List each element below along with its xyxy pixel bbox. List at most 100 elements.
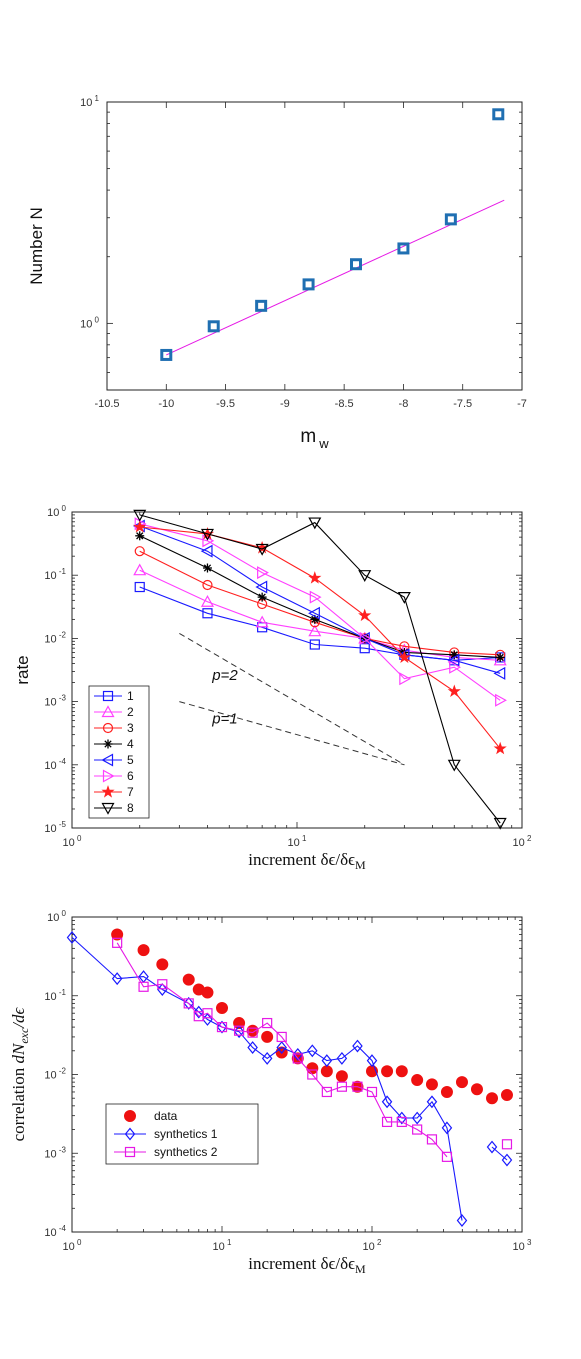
data-point [425,1078,438,1091]
data-point [202,1008,213,1019]
data-point [336,1081,348,1092]
legend-marker [101,802,115,815]
minor-ticks [71,917,522,1233]
data-point [501,1139,513,1150]
data-point [501,1153,513,1167]
legend-marker [101,785,115,798]
series-7 [133,520,507,755]
data-point [262,1017,273,1029]
legend-label: 3 [127,721,134,735]
legend-label: 5 [127,753,134,767]
data-point [358,608,372,622]
data-point [255,580,268,594]
data-point [133,520,147,533]
y-tick-label: 10 -2 [44,1067,66,1082]
data-point [335,1070,348,1083]
series-synthetics-2-tail [501,1139,513,1150]
data-point [359,643,370,654]
data-point [133,509,147,522]
y-tick-label: 10 0 [80,315,99,330]
data-point [255,615,269,628]
data-point [321,1054,333,1068]
data-point [440,1085,453,1098]
y-tick-label: 10 -4 [44,1224,66,1239]
data-point [381,1095,393,1109]
data-point [257,592,267,602]
data-point [200,595,214,607]
data-point [411,1074,424,1087]
x-tick-label: 10 0 [63,1238,82,1253]
data-point [201,986,214,999]
data-point [133,563,147,576]
data-point [216,1021,228,1033]
data-point [112,937,123,948]
data-point [247,1027,258,1038]
data-point [412,1124,423,1135]
x-axis-label: increment δϵ/δϵM [248,850,366,872]
data-point [352,1081,363,1092]
legend-label: 4 [127,737,134,751]
chart3-axes [71,916,523,1233]
chart1-axes [106,101,523,391]
data-point [134,546,145,557]
data-point [207,320,220,333]
data-point [216,1020,228,1034]
data-point [216,1001,228,1014]
y-tick-label: 10 -5 [44,820,66,835]
data-point [255,299,268,312]
data-point [202,579,213,591]
x-tick-label: 10 1 [288,834,307,849]
data-point [500,1088,513,1101]
legend-marker [124,1127,136,1141]
data-point [359,631,372,645]
data-point [261,1051,273,1065]
fit-line [166,199,505,356]
data-point [156,958,169,971]
legend-label: synthetics 2 [154,1145,218,1159]
series-data [111,928,513,1105]
data-point [426,1095,438,1109]
data-point [444,213,457,226]
data-point [66,930,78,944]
data-point [441,1121,453,1135]
data-point [447,759,461,772]
x-axis-label: increment δϵ/δϵM [248,1254,366,1276]
legend-label: 6 [127,769,134,783]
data-point [495,652,505,662]
data-point [307,1069,318,1080]
legend-label: 8 [127,801,134,815]
x-tick-label: -10 [158,398,174,410]
legend-label: synthetics 1 [154,1127,218,1141]
y-tick-label: 10 -1 [44,988,66,1003]
data-point [138,981,149,992]
data-point [111,928,124,941]
y-tick-label: 10 -1 [44,567,66,582]
series-line [139,550,501,656]
data-point [308,571,322,584]
data-point [366,1054,378,1068]
data-point [202,563,212,573]
data-point [397,242,410,255]
data-point [321,1086,332,1098]
data-point [308,517,322,530]
data-point [257,566,269,580]
data-point [233,1025,245,1036]
data-point [352,1039,363,1053]
data-point [447,684,461,698]
data-point [308,624,322,637]
data-point [157,983,168,996]
data-point [309,639,320,650]
data-point [449,660,462,674]
series-6 [134,517,507,707]
series-line [139,514,501,824]
legend-marker [102,722,114,734]
data-point [336,1051,348,1065]
y-tick-label: 10 0 [47,504,66,519]
data-point [306,1062,319,1075]
data-point [411,1111,423,1125]
legend-marker [124,1110,136,1122]
x-tick-label: -9.5 [216,398,235,410]
data-point [111,972,123,986]
data-point [276,1041,287,1054]
